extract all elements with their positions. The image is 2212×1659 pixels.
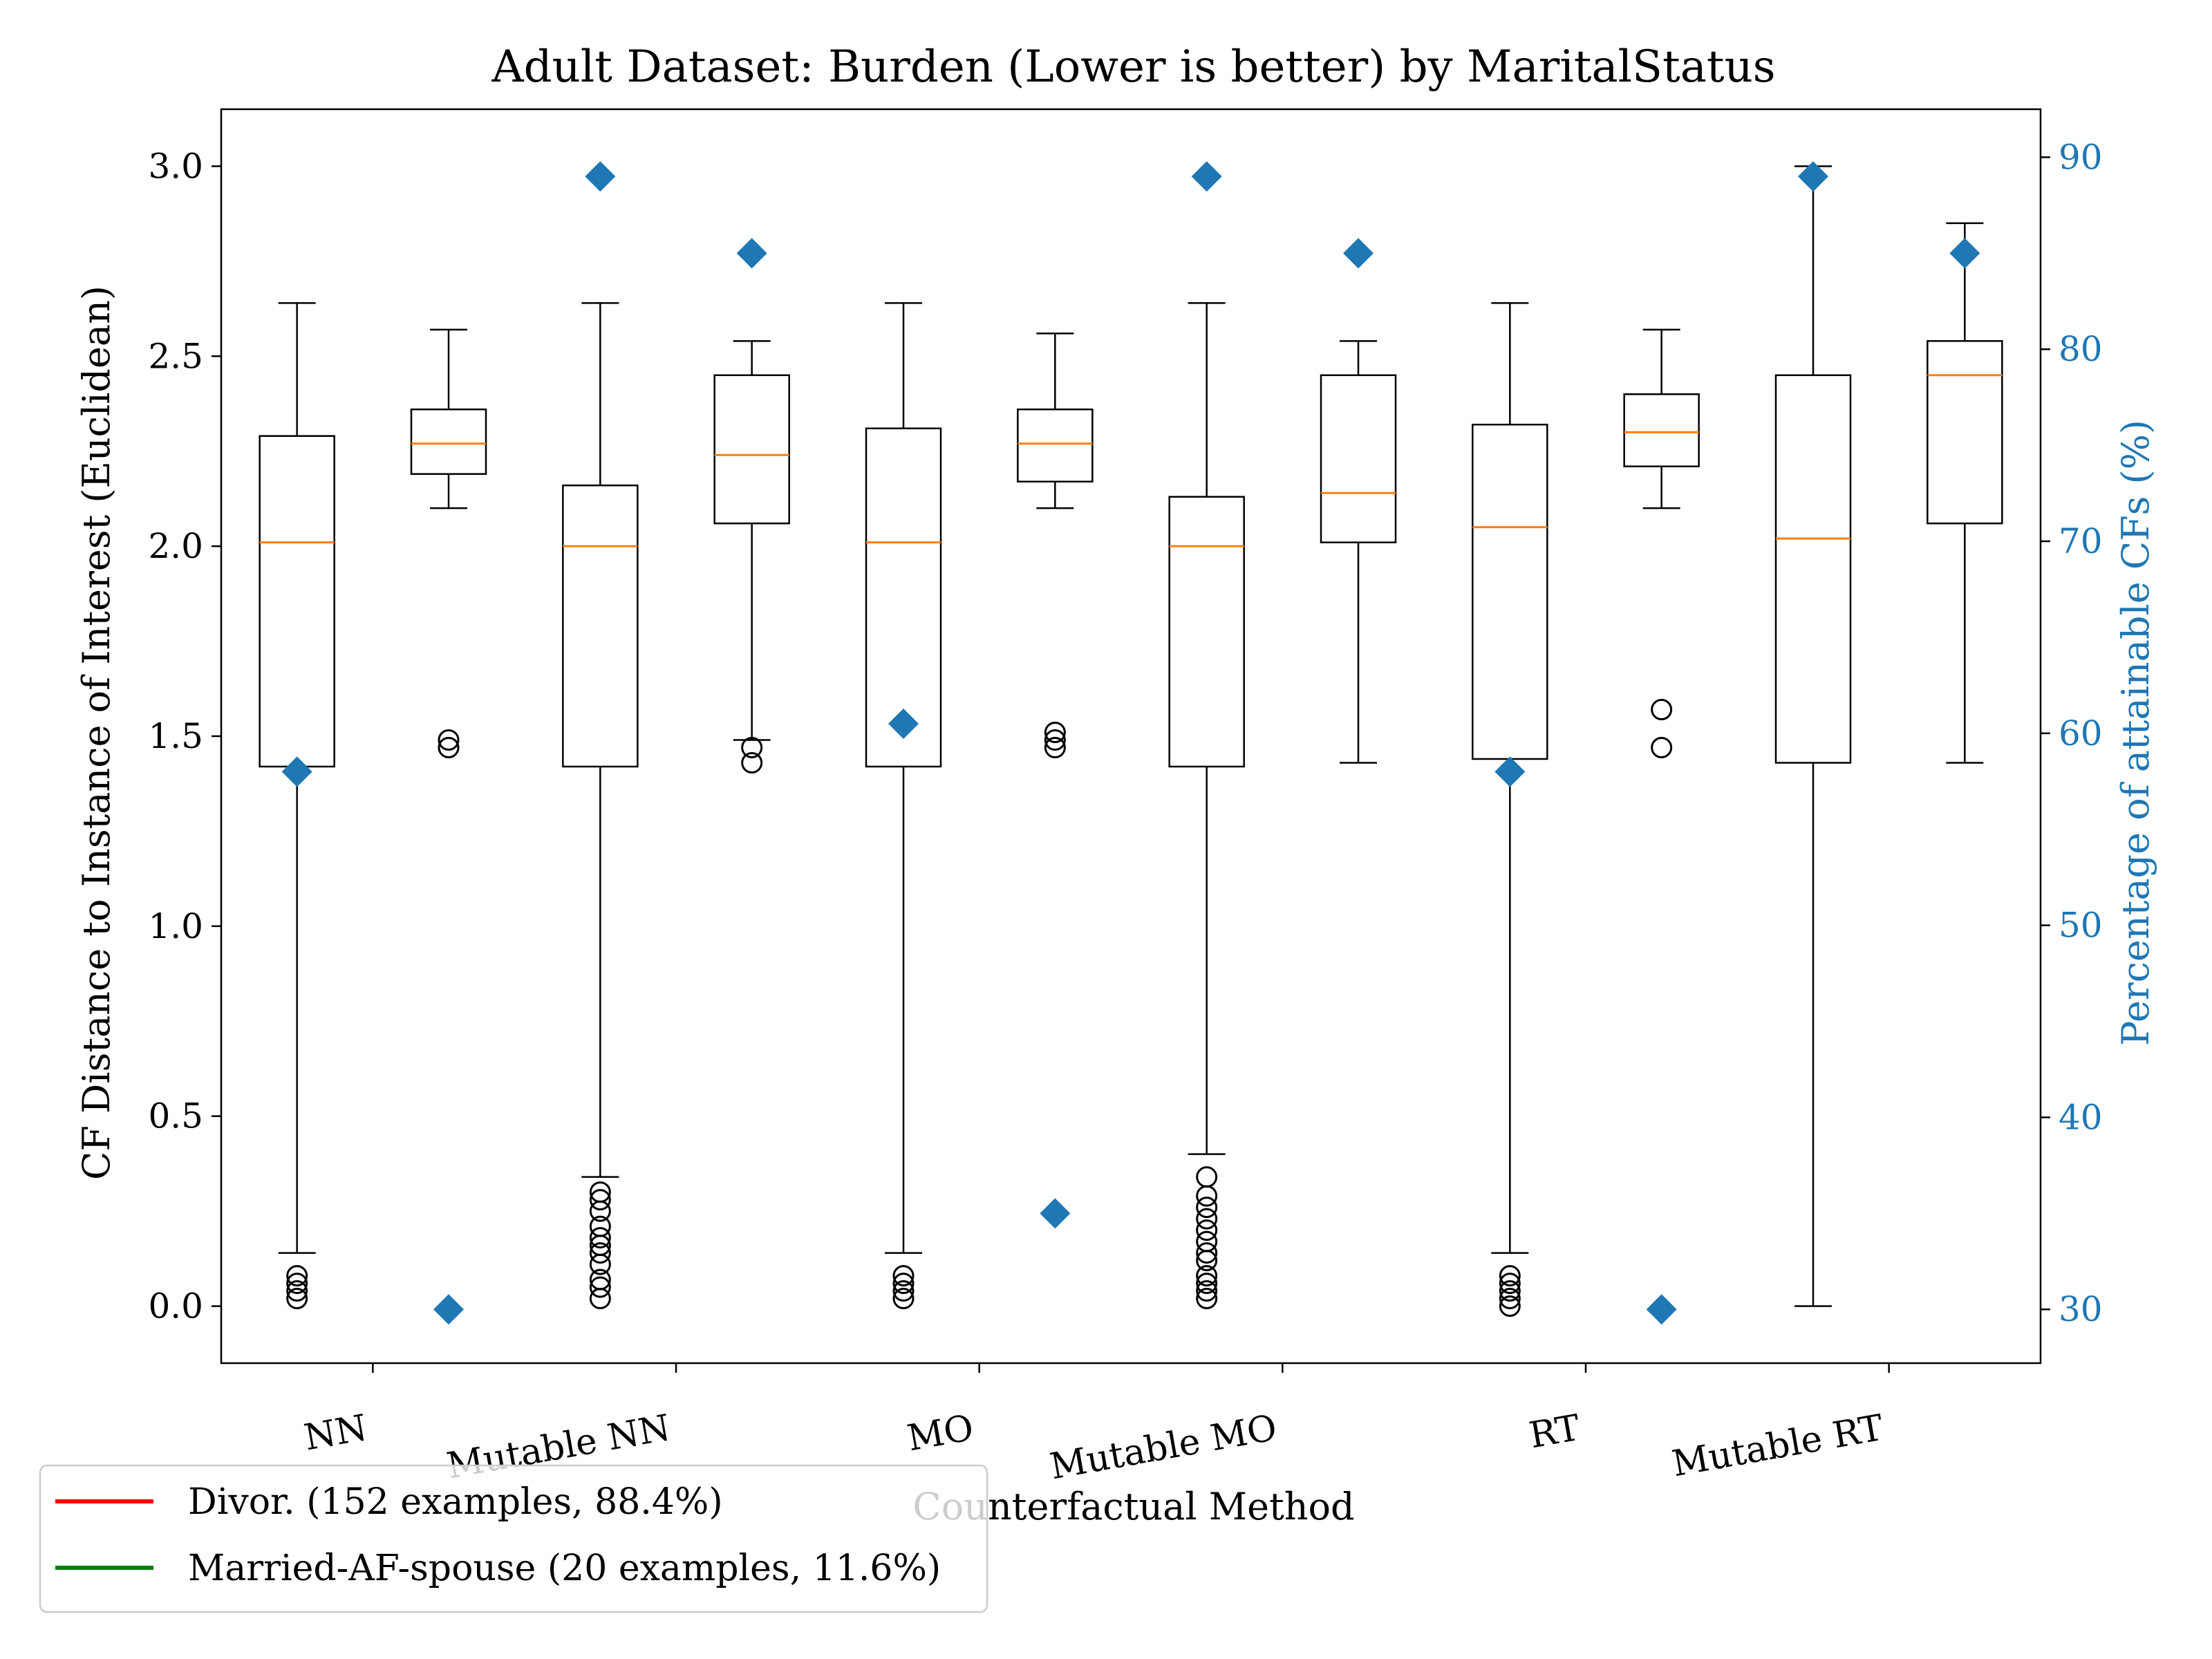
outlier-point xyxy=(589,1215,611,1237)
left-y-tick-label: 1.5 xyxy=(148,716,203,756)
outlier-point xyxy=(892,1265,915,1287)
left-y-tick-label: 3.0 xyxy=(148,146,203,186)
right-y-tick-label: 80 xyxy=(2059,329,2103,369)
attainable-percentage-marker xyxy=(1040,1198,1071,1229)
outlier-point xyxy=(1499,1295,1521,1318)
left-y-axis: 0.0 0.5 1.0 1.5 2.0 2.5 3.0 xyxy=(148,146,221,1327)
box-group xyxy=(1168,302,1245,1310)
box xyxy=(410,409,487,475)
attainable-percentage-marker xyxy=(585,161,616,192)
box-group xyxy=(1774,165,1852,1307)
outlier-point xyxy=(892,1273,915,1295)
attainable-percentage-marker xyxy=(1798,161,1828,192)
plot-area xyxy=(259,161,2003,1325)
attainable-percentage-marker xyxy=(736,238,767,269)
outlier-point xyxy=(1196,1280,1218,1302)
box-group xyxy=(562,302,639,1310)
box xyxy=(1623,393,1700,467)
attainable-percentage-marker xyxy=(1646,1294,1677,1325)
outlier-point xyxy=(1196,1265,1218,1287)
box xyxy=(1320,374,1397,543)
right-y-tick-label: 70 xyxy=(2059,521,2103,561)
box-group xyxy=(1017,332,1094,758)
right-y-tick-label: 60 xyxy=(2059,713,2103,753)
outlier-point xyxy=(741,751,763,774)
outlier-point xyxy=(1196,1208,1218,1230)
box xyxy=(1927,340,2003,525)
outlier-point xyxy=(1499,1273,1521,1295)
box xyxy=(1774,374,1852,764)
outlier-point xyxy=(1499,1265,1521,1287)
attainable-percentage-marker xyxy=(1343,238,1374,269)
outlier-point xyxy=(286,1273,308,1295)
attainable-percentage-marker xyxy=(1494,756,1526,787)
outlier-point xyxy=(1651,699,1673,721)
box xyxy=(1168,496,1245,768)
left-y-tick-label: 0.0 xyxy=(148,1286,203,1327)
attainable-percentage-marker xyxy=(1949,238,1980,269)
outlier-point xyxy=(1651,736,1673,758)
left-y-axis-label: CF Distance to Instance of Interest (Euc… xyxy=(75,285,118,1180)
right-y-tick-label: 30 xyxy=(2059,1289,2103,1329)
outlier-point xyxy=(286,1280,308,1302)
outlier-point xyxy=(438,736,460,758)
outlier-point xyxy=(741,736,763,758)
x-tick-label: RT xyxy=(1526,1407,1584,1457)
outlier-point xyxy=(1044,722,1066,744)
outlier-point xyxy=(589,1181,611,1203)
box-group xyxy=(713,340,790,774)
outlier-point xyxy=(589,1276,611,1298)
box xyxy=(713,374,790,525)
outlier-point xyxy=(1499,1280,1521,1302)
outlier-point xyxy=(1196,1242,1218,1264)
box-group xyxy=(1320,340,1397,764)
outlier-point xyxy=(286,1265,308,1287)
box-group xyxy=(410,328,487,758)
legend-label-divor: Divor. (152 examples, 88.4%) xyxy=(188,1481,723,1523)
right-y-tick-label: 90 xyxy=(2059,137,2103,177)
outlier-point xyxy=(286,1288,308,1310)
right-y-tick-label: 40 xyxy=(2059,1097,2103,1137)
outlier-point xyxy=(438,729,460,751)
outlier-point xyxy=(1196,1230,1218,1253)
left-y-tick-label: 0.5 xyxy=(148,1096,203,1136)
outlier-point xyxy=(1044,736,1066,758)
box-group xyxy=(865,302,942,1310)
outlier-point xyxy=(892,1288,915,1310)
attainable-percentage-marker xyxy=(281,756,312,787)
attainable-percentage-marker xyxy=(433,1294,464,1325)
legend: Divor. (152 examples, 88.4%) Married-AF-… xyxy=(39,1464,988,1613)
outlier-point xyxy=(1196,1288,1218,1310)
outlier-point xyxy=(589,1268,611,1291)
box xyxy=(1017,409,1094,482)
outlier-point xyxy=(892,1280,915,1302)
outlier-point xyxy=(1499,1288,1521,1310)
x-axis: NN Mutable NN MO Mutable MO RT Mutable RT xyxy=(301,1363,1890,1488)
right-y-tick-label: 50 xyxy=(2059,906,2103,946)
attainable-percentage-marker xyxy=(1191,161,1222,192)
right-y-axis: 30 40 50 60 70 80 90 xyxy=(2041,137,2103,1329)
attainable-percentage-marker xyxy=(888,708,919,739)
box xyxy=(562,484,639,768)
outlier-point xyxy=(589,1189,611,1211)
legend-box xyxy=(39,1464,988,1613)
outlier-point xyxy=(1196,1219,1218,1241)
outlier-point xyxy=(1196,1273,1218,1295)
outlier-point xyxy=(589,1242,611,1264)
outlier-point xyxy=(1196,1166,1218,1188)
outlier-point xyxy=(1196,1197,1218,1219)
left-y-tick-label: 2.5 xyxy=(148,336,203,376)
left-y-tick-label: 2.0 xyxy=(148,526,203,566)
chart-title: Adult Dataset: Burden (Lower is better) … xyxy=(491,41,1775,93)
outlier-point xyxy=(589,1227,611,1249)
box-group xyxy=(1623,328,1700,758)
box xyxy=(865,427,942,768)
right-y-axis-label: Percentage of attainable CFs (%) xyxy=(2114,420,2157,1046)
left-y-tick-label: 1.0 xyxy=(148,906,203,946)
outlier-point xyxy=(1044,729,1066,751)
legend-label-married-af-spouse: Married-AF-spouse (20 examples, 11.6%) xyxy=(188,1548,941,1589)
